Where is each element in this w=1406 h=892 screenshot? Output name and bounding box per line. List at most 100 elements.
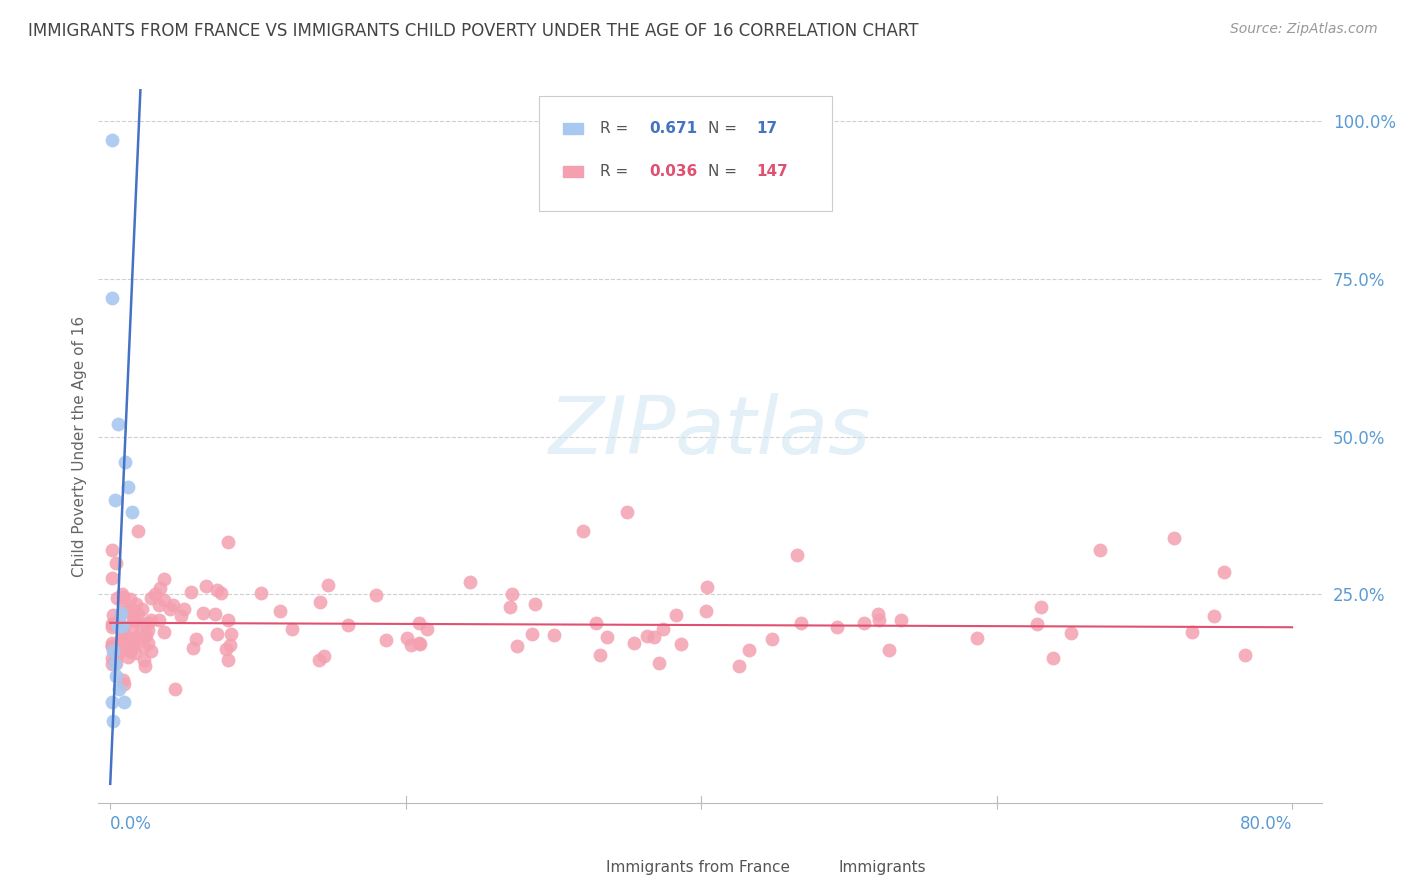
Point	[114, 677, 136, 691]
Point	[107, 619, 129, 633]
Point	[269, 604, 291, 618]
Point	[499, 599, 522, 614]
Text: 147: 147	[756, 164, 789, 178]
Point	[728, 659, 751, 673]
Point	[104, 657, 127, 671]
Point	[111, 632, 134, 646]
Point	[105, 669, 128, 683]
Point	[100, 639, 122, 653]
Point	[111, 628, 134, 642]
Point	[183, 640, 205, 655]
Point	[501, 587, 523, 601]
Point	[523, 597, 546, 611]
Point	[1042, 651, 1064, 665]
Point	[1202, 609, 1225, 624]
Point	[148, 613, 170, 627]
Point	[134, 628, 156, 642]
Text: R =: R =	[600, 164, 633, 178]
Point	[120, 644, 142, 658]
Point	[364, 588, 387, 602]
Point	[308, 653, 330, 667]
Point	[100, 620, 122, 634]
Text: N =: N =	[707, 121, 741, 136]
Point	[118, 640, 141, 654]
Point	[114, 455, 136, 469]
Point	[114, 604, 136, 618]
Point	[395, 631, 418, 645]
Point	[572, 524, 595, 539]
Point	[100, 616, 122, 631]
Point	[1060, 625, 1083, 640]
Point	[122, 611, 145, 625]
Point	[101, 571, 124, 585]
Point	[141, 613, 163, 627]
Point	[184, 632, 207, 646]
Point	[122, 615, 145, 629]
Point	[217, 652, 239, 666]
Text: Source: ZipAtlas.com: Source: ZipAtlas.com	[1230, 22, 1378, 37]
Bar	[564, 858, 598, 876]
Point	[104, 615, 127, 630]
Point	[616, 505, 638, 519]
Point	[122, 632, 145, 647]
Point	[1163, 531, 1185, 545]
Point	[100, 650, 122, 665]
Point	[127, 614, 149, 628]
Text: R =: R =	[600, 121, 633, 136]
Point	[853, 616, 876, 631]
Point	[408, 616, 430, 631]
Point	[173, 602, 195, 616]
Point	[110, 587, 132, 601]
Point	[117, 650, 139, 665]
Point	[643, 630, 665, 644]
Point	[522, 627, 544, 641]
Point	[636, 629, 658, 643]
Point	[114, 599, 136, 614]
Point	[159, 601, 181, 615]
Point	[163, 681, 186, 696]
Point	[121, 632, 143, 646]
Point	[825, 619, 848, 633]
Point	[100, 543, 122, 558]
Point	[790, 616, 813, 631]
Point	[1180, 625, 1202, 640]
Point	[125, 598, 148, 612]
Text: 0.0%: 0.0%	[110, 815, 152, 833]
Point	[1233, 648, 1256, 662]
Point	[153, 573, 176, 587]
Point	[120, 640, 142, 654]
Point	[868, 607, 890, 621]
Point	[1025, 616, 1047, 631]
Point	[868, 613, 890, 627]
Point	[877, 642, 900, 657]
Point	[194, 579, 217, 593]
Point	[100, 133, 122, 147]
Point	[134, 658, 156, 673]
Text: 0.671: 0.671	[648, 121, 697, 136]
Point	[122, 607, 145, 621]
Point	[101, 616, 124, 631]
Point	[585, 616, 607, 631]
Point	[112, 627, 135, 641]
Point	[316, 578, 339, 592]
Point	[118, 591, 141, 606]
Point	[132, 653, 155, 667]
Point	[100, 640, 122, 654]
Point	[103, 608, 125, 623]
Point	[543, 628, 565, 642]
Point	[136, 615, 159, 630]
Point	[103, 714, 125, 728]
Bar	[564, 166, 583, 177]
Point	[101, 636, 124, 650]
Point	[139, 644, 162, 658]
Point	[458, 575, 481, 590]
Point	[399, 638, 422, 652]
Point	[170, 609, 193, 624]
Point	[409, 637, 432, 651]
Text: N =: N =	[707, 164, 741, 178]
Point	[127, 607, 149, 622]
Point	[761, 632, 783, 647]
Point	[104, 617, 127, 632]
Point	[162, 598, 184, 612]
Bar	[796, 858, 830, 876]
